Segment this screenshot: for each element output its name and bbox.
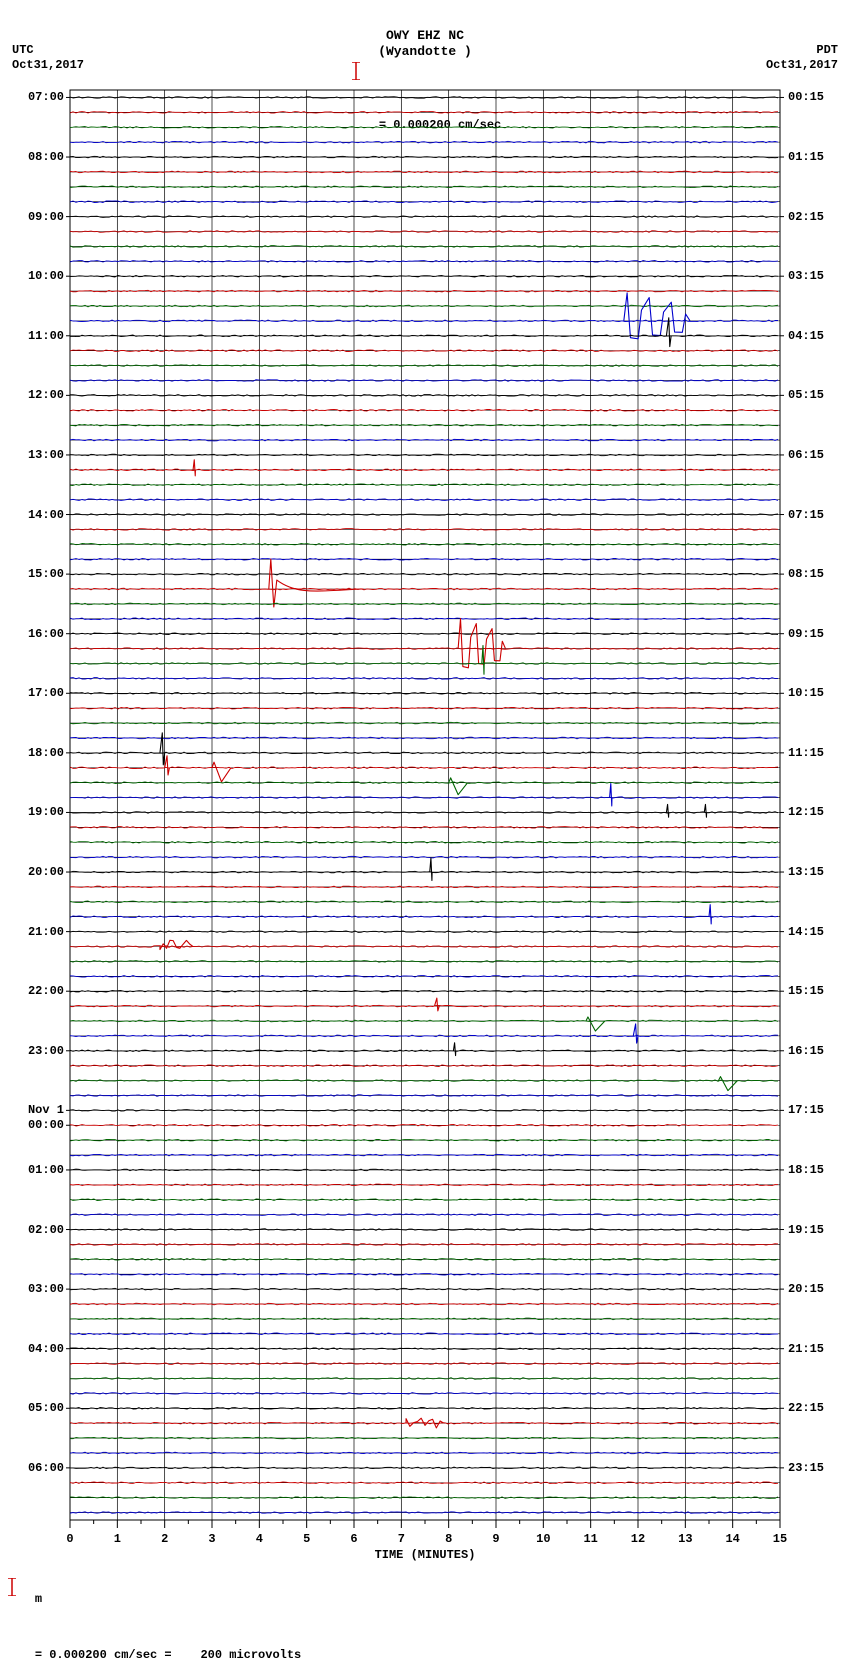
right-hour-label: 19:15 xyxy=(788,1223,824,1237)
right-hour-label: 02:15 xyxy=(788,210,824,224)
right-hour-label: 18:15 xyxy=(788,1163,824,1177)
right-hour-label: 22:15 xyxy=(788,1401,824,1415)
right-hour-label: 10:15 xyxy=(788,686,824,700)
right-hour-label: 11:15 xyxy=(788,746,824,760)
left-hour-label: 01:00 xyxy=(28,1163,64,1177)
right-hour-label: 09:15 xyxy=(788,627,824,641)
seismogram-plot: 0123456789101112131415 xyxy=(0,0,850,1580)
footer-prefix: m xyxy=(35,1592,42,1606)
left-hour-label: 12:00 xyxy=(28,388,64,402)
svg-text:2: 2 xyxy=(161,1532,168,1546)
left-hour-label: 21:00 xyxy=(28,925,64,939)
left-hour-label: 20:00 xyxy=(28,865,64,879)
right-hour-label: 07:15 xyxy=(788,508,824,522)
left-hour-label: 08:00 xyxy=(28,150,64,164)
left-hour-label: 13:00 xyxy=(28,448,64,462)
right-hour-label: 14:15 xyxy=(788,925,824,939)
right-hour-label: 03:15 xyxy=(788,269,824,283)
left-hour-label: 23:00 xyxy=(28,1044,64,1058)
right-hour-label: 21:15 xyxy=(788,1342,824,1356)
svg-text:12: 12 xyxy=(631,1532,645,1546)
svg-text:5: 5 xyxy=(303,1532,310,1546)
right-hour-label: 13:15 xyxy=(788,865,824,879)
right-hour-label: 01:15 xyxy=(788,150,824,164)
right-hour-label: 20:15 xyxy=(788,1282,824,1296)
x-axis-title: TIME (MINUTES) xyxy=(0,1548,850,1562)
left-hour-label: 19:00 xyxy=(28,805,64,819)
left-hour-label: 00:00 xyxy=(28,1118,64,1132)
svg-text:10: 10 xyxy=(536,1532,550,1546)
svg-text:6: 6 xyxy=(350,1532,357,1546)
svg-text:8: 8 xyxy=(445,1532,452,1546)
svg-text:15: 15 xyxy=(773,1532,787,1546)
right-hour-label: 15:15 xyxy=(788,984,824,998)
svg-text:11: 11 xyxy=(583,1532,597,1546)
svg-text:4: 4 xyxy=(256,1532,263,1546)
right-hour-label: 06:15 xyxy=(788,448,824,462)
left-hour-label: 04:00 xyxy=(28,1342,64,1356)
right-hour-label: 00:15 xyxy=(788,90,824,104)
footer-scale: m = 0.000200 cm/sec = 200 microvolts xyxy=(6,1578,301,1676)
left-hour-label: 11:00 xyxy=(28,329,64,343)
right-hour-label: 05:15 xyxy=(788,388,824,402)
footer-text: = 0.000200 cm/sec = 200 microvolts xyxy=(35,1648,301,1662)
left-hour-label: 14:00 xyxy=(28,508,64,522)
svg-text:3: 3 xyxy=(208,1532,215,1546)
left-hour-label: 18:00 xyxy=(28,746,64,760)
right-hour-label: 17:15 xyxy=(788,1103,824,1117)
left-hour-label: 17:00 xyxy=(28,686,64,700)
left-hour-label: Nov 1 xyxy=(28,1103,64,1117)
svg-text:14: 14 xyxy=(725,1532,739,1546)
svg-text:0: 0 xyxy=(66,1532,73,1546)
right-hour-label: 12:15 xyxy=(788,805,824,819)
left-hour-label: 06:00 xyxy=(28,1461,64,1475)
svg-text:13: 13 xyxy=(678,1532,692,1546)
svg-text:7: 7 xyxy=(398,1532,405,1546)
left-hour-label: 22:00 xyxy=(28,984,64,998)
left-hour-label: 16:00 xyxy=(28,627,64,641)
left-hour-label: 02:00 xyxy=(28,1223,64,1237)
left-hour-label: 15:00 xyxy=(28,567,64,581)
seismogram-page: OWY EHZ NC (Wyandotte ) = 0.000200 cm/se… xyxy=(0,0,850,1613)
svg-text:9: 9 xyxy=(492,1532,499,1546)
right-hour-label: 16:15 xyxy=(788,1044,824,1058)
left-hour-label: 05:00 xyxy=(28,1401,64,1415)
left-hour-label: 09:00 xyxy=(28,210,64,224)
left-hour-label: 10:00 xyxy=(28,269,64,283)
left-hour-label: 03:00 xyxy=(28,1282,64,1296)
left-hour-label: 07:00 xyxy=(28,90,64,104)
right-hour-label: 04:15 xyxy=(788,329,824,343)
right-hour-label: 08:15 xyxy=(788,567,824,581)
right-hour-label: 23:15 xyxy=(788,1461,824,1475)
svg-text:1: 1 xyxy=(114,1532,121,1546)
